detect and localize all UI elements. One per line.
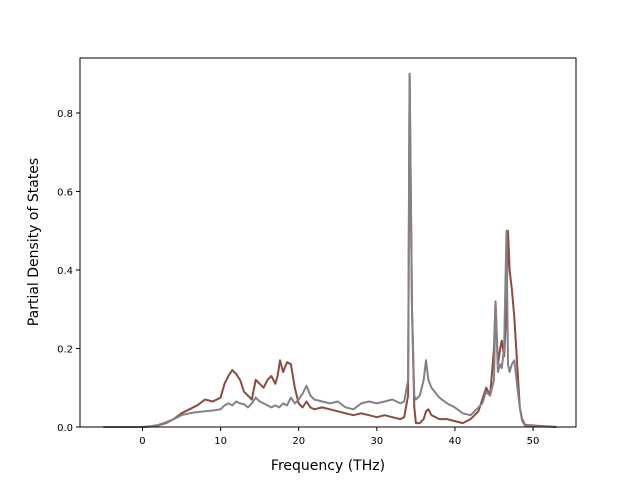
- series-line-2: [103, 72, 557, 428]
- x-tick-label: 30: [370, 436, 383, 447]
- plot-frame: [79, 57, 577, 428]
- y-axis: 0.0 0.2 0.4 0.6 0.8: [57, 109, 80, 434]
- series-line-1: [103, 72, 557, 428]
- x-tick-label: 10: [214, 436, 227, 447]
- x-tick-label: 0: [139, 436, 145, 447]
- x-tick-label: 50: [527, 436, 540, 447]
- x-tick-label: 40: [449, 436, 462, 447]
- y-tick-label: 0.8: [57, 109, 73, 120]
- y-tick-label: 0.2: [57, 344, 73, 355]
- y-axis-title: Partial Density of States: [26, 158, 42, 326]
- y-tick-label: 0.0: [57, 423, 73, 434]
- x-axis-title: Frequency (THz): [271, 458, 385, 474]
- x-axis: 0 10 20 30 40 50: [139, 427, 539, 447]
- x-tick-label: 20: [292, 436, 305, 447]
- y-tick-label: 0.6: [57, 187, 73, 198]
- y-tick-label: 0.4: [57, 266, 73, 277]
- series-layer: [103, 72, 557, 428]
